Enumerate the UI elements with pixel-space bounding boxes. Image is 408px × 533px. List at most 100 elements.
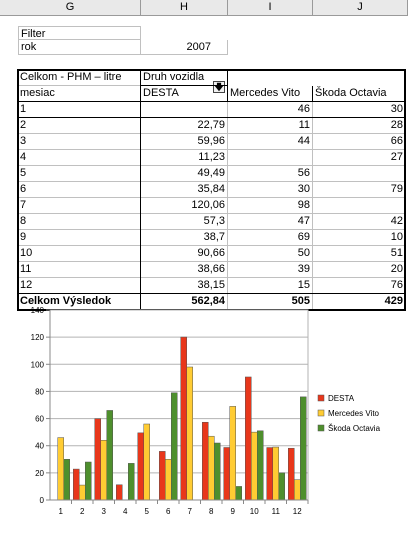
x-tick-label: 3 — [102, 507, 107, 516]
bar-mercedes-vito — [143, 423, 150, 501]
month-cell[interactable]: 4 — [18, 150, 141, 166]
bar-desta — [288, 447, 295, 501]
bar--koda-octavia — [128, 463, 135, 501]
value-cell[interactable]: 30 — [228, 182, 313, 198]
value-cell[interactable]: 56 — [228, 166, 313, 182]
value-cell[interactable]: 98 — [228, 198, 313, 214]
bar-desta — [73, 468, 80, 501]
value-cell[interactable]: 38,7 — [141, 230, 228, 246]
value-cell[interactable]: 27 — [313, 150, 406, 166]
pivot-data-row: 7 120,06 98 — [0, 198, 408, 214]
pivot-data-row: 8 57,3 47 42 — [0, 214, 408, 230]
column-header-row: G H I J — [0, 0, 408, 16]
month-cell[interactable]: 6 — [18, 182, 141, 198]
value-cell[interactable]: 39 — [228, 262, 313, 278]
value-cell[interactable]: 79 — [313, 182, 406, 198]
value-cell[interactable]: 22,79 — [141, 118, 228, 134]
legend-label: DESTA — [328, 394, 355, 403]
value-cell[interactable]: 28 — [313, 118, 406, 134]
value-cell[interactable] — [141, 102, 228, 118]
y-tick-label: 140 — [31, 306, 45, 315]
bar-mercedes-vito — [165, 459, 172, 501]
month-cell[interactable]: 7 — [18, 198, 141, 214]
value-cell[interactable]: 120,06 — [141, 198, 228, 214]
value-cell[interactable]: 47 — [228, 214, 313, 230]
x-tick-label: 12 — [293, 507, 302, 516]
filter-field-name[interactable]: rok — [18, 40, 141, 55]
value-cell[interactable] — [313, 166, 406, 182]
filter-dropdown-button[interactable]: 🡇 — [213, 81, 225, 93]
month-cell[interactable]: 11 — [18, 262, 141, 278]
pivot-data-row: 6 35,84 30 79 — [0, 182, 408, 198]
value-cell[interactable]: 42 — [313, 214, 406, 230]
legend-label: Škoda Octavia — [328, 424, 381, 433]
value-cell[interactable]: 35,84 — [141, 182, 228, 198]
month-cell[interactable]: 9 — [18, 230, 141, 246]
month-cell[interactable]: 1 — [18, 102, 141, 118]
filter-value-cell[interactable]: 2007 — [141, 40, 228, 55]
x-tick-label: 5 — [145, 507, 150, 516]
value-cell[interactable]: 10 — [313, 230, 406, 246]
y-tick-label: 80 — [35, 387, 44, 396]
value-cell[interactable]: 15 — [228, 278, 313, 294]
value-cell[interactable]: 76 — [313, 278, 406, 294]
pivot-data-field-label[interactable]: Celkom - PHM – litre — [18, 70, 141, 86]
x-tick-label: 6 — [166, 507, 171, 516]
month-cell[interactable]: 10 — [18, 246, 141, 262]
pivot-row-field-label[interactable]: mesiac — [18, 86, 141, 102]
bar-mercedes-vito — [251, 431, 258, 501]
bar-desta — [245, 376, 252, 501]
pivot-column-field-label[interactable]: Druh vozidla — [141, 70, 228, 86]
value-cell[interactable]: 38,66 — [141, 262, 228, 278]
value-cell[interactable]: 11,23 — [141, 150, 228, 166]
x-tick-label: 2 — [80, 507, 85, 516]
value-cell[interactable]: 11 — [228, 118, 313, 134]
value-cell[interactable] — [228, 150, 313, 166]
column-header-j[interactable]: J — [313, 0, 408, 16]
value-cell[interactable]: 20 — [313, 262, 406, 278]
month-cell[interactable]: 2 — [18, 118, 141, 134]
value-cell[interactable]: 66 — [313, 134, 406, 150]
bar-desta — [180, 336, 187, 501]
x-tick-label: 10 — [250, 507, 259, 516]
value-cell[interactable]: 49,49 — [141, 166, 228, 182]
value-cell[interactable]: 59,96 — [141, 134, 228, 150]
pivot-data-row: 2 22,79 11 28 — [0, 118, 408, 134]
value-cell[interactable]: 46 — [228, 102, 313, 118]
value-cell[interactable]: 44 — [228, 134, 313, 150]
pivot-column-name[interactable]: Mercedes Vito — [228, 86, 313, 102]
x-tick-label: 11 — [272, 507, 281, 516]
pivot-data-row: 10 90,66 50 51 — [0, 246, 408, 262]
value-cell[interactable]: 50 — [228, 246, 313, 262]
column-header-h[interactable]: H — [141, 0, 228, 16]
month-cell[interactable]: 5 — [18, 166, 141, 182]
value-cell[interactable]: 90,66 — [141, 246, 228, 262]
bar--koda-octavia — [214, 442, 221, 501]
filter-label[interactable]: Filter — [18, 26, 141, 40]
x-tick-label: 7 — [188, 507, 193, 516]
column-header-g[interactable]: G — [0, 0, 141, 16]
month-cell[interactable]: 3 — [18, 134, 141, 150]
bar-desta — [266, 447, 273, 501]
pivot-data-row: 11 38,66 39 20 — [0, 262, 408, 278]
column-header-i[interactable]: I — [228, 0, 313, 16]
bar-mercedes-vito — [100, 440, 107, 501]
value-cell[interactable] — [313, 198, 406, 214]
month-cell[interactable]: 12 — [18, 278, 141, 294]
bar--koda-octavia — [63, 459, 70, 501]
value-cell[interactable]: 51 — [313, 246, 406, 262]
month-cell[interactable]: 8 — [18, 214, 141, 230]
pivot-column-name[interactable]: DESTA — [141, 86, 228, 102]
value-cell[interactable]: 69 — [228, 230, 313, 246]
pivot-column-name[interactable]: Škoda Octavia — [313, 86, 406, 102]
pivot-header-row: Celkom - PHM – litre Druh vozidla — [0, 70, 408, 86]
bar-desta — [137, 432, 144, 501]
value-cell[interactable]: 30 — [313, 102, 406, 118]
value-cell[interactable]: 38,15 — [141, 278, 228, 294]
x-tick-label: 1 — [59, 507, 64, 516]
filter-label-row: Filter — [0, 26, 408, 40]
value-cell[interactable]: 57,3 — [141, 214, 228, 230]
legend-swatch — [317, 409, 325, 417]
legend-swatch — [317, 394, 325, 402]
